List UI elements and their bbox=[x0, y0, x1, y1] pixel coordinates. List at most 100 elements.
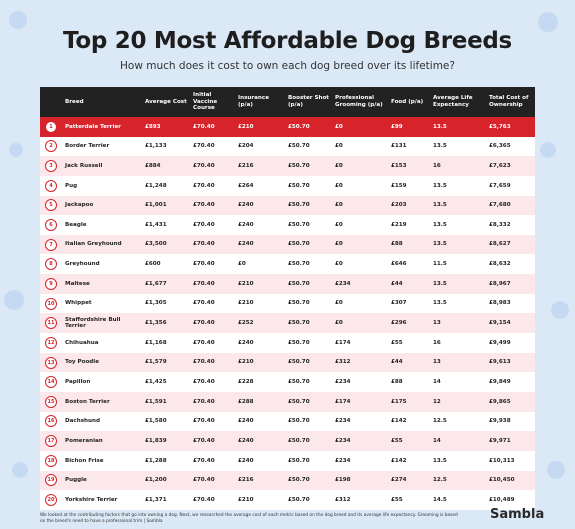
rank-badge: 1 bbox=[45, 120, 57, 133]
table-cell: 14 bbox=[430, 372, 486, 392]
rank-cell: 18 bbox=[40, 450, 62, 471]
table-cell: £307 bbox=[388, 293, 430, 314]
table-cell: £234 bbox=[332, 274, 388, 294]
table-cell: £7,680 bbox=[486, 195, 535, 216]
table-cell: £1,001 bbox=[142, 195, 190, 216]
table-cell: Dachshund bbox=[62, 411, 142, 432]
table-cell: £210 bbox=[235, 274, 285, 294]
table-cell: £0 bbox=[332, 215, 388, 235]
table-cell: £174 bbox=[332, 333, 388, 353]
table-cell: £88 bbox=[388, 234, 430, 255]
table-cell: £204 bbox=[235, 136, 285, 157]
table-cell: £240 bbox=[235, 234, 285, 255]
rank-cell: 8 bbox=[40, 254, 62, 275]
table-cell: £7,623 bbox=[486, 156, 535, 176]
table-cell: Jack Russell bbox=[62, 156, 142, 176]
table-cell: £240 bbox=[235, 431, 285, 451]
table-cell: Border Terrier bbox=[62, 136, 142, 157]
table-row: 6 Beagle £1,431 £70.40 £240 £50.70 £0 £219 13.5 £… bbox=[40, 215, 535, 235]
table-cell: 12 bbox=[430, 391, 486, 412]
table-cell: £174 bbox=[332, 391, 388, 412]
table-cell: 12.5 bbox=[430, 411, 486, 432]
table-row: 20 Yorkshire Terrier £1,371 £70.40 £210 £50.7… bbox=[40, 490, 535, 510]
table-cell: £70.40 bbox=[190, 274, 235, 294]
table-cell: £70.40 bbox=[190, 254, 235, 275]
table-cell: £50.70 bbox=[285, 293, 332, 314]
rank-cell: 13 bbox=[40, 352, 62, 373]
table-cell: £70.40 bbox=[190, 470, 235, 491]
brand: Sambla bbox=[490, 507, 545, 522]
table-cell: £50.70 bbox=[285, 254, 332, 275]
table-cell: Chihuahua bbox=[62, 333, 142, 353]
table-cell: 14 bbox=[430, 431, 486, 451]
table-cell: £8,967 bbox=[486, 274, 535, 294]
table-row: 5 Jackapoo £1,001 £70.40 £240 £50.70 £0 £203 13.… bbox=[40, 195, 535, 216]
rank-cell: 16 bbox=[40, 411, 62, 432]
column-header: Professional Grooming (p/a) bbox=[332, 87, 388, 117]
table-cell: £70.40 bbox=[190, 117, 235, 137]
rank-cell: 14 bbox=[40, 372, 62, 392]
table-cell: 13.5 bbox=[430, 117, 486, 137]
table-cell: £203 bbox=[388, 195, 430, 216]
rank-badge: 7 bbox=[45, 238, 57, 251]
table-cell: £264 bbox=[235, 175, 285, 196]
rank-badge: 20 bbox=[45, 493, 57, 506]
table-cell: £99 bbox=[388, 117, 430, 137]
table-row: 8 Greyhound £600 £70.40 £0 £50.70 £0 £646 11.5 £8… bbox=[40, 254, 535, 275]
table-cell: £70.40 bbox=[190, 293, 235, 314]
table-cell: £288 bbox=[235, 391, 285, 412]
table-cell: £50.70 bbox=[285, 333, 332, 353]
table-cell: £50.70 bbox=[285, 156, 332, 176]
table-cell: £50.70 bbox=[285, 372, 332, 392]
table-cell: £216 bbox=[235, 470, 285, 491]
rank-badge: 19 bbox=[45, 474, 57, 487]
table-row: 2 Border Terrier £1,133 £70.40 £204 £50.70 £0 £… bbox=[40, 136, 535, 157]
rank-badge: 10 bbox=[45, 297, 57, 310]
table-cell: £240 bbox=[235, 215, 285, 235]
table-cell: £210 bbox=[235, 352, 285, 373]
table-cell: £70.40 bbox=[190, 156, 235, 176]
table-cell: 13 bbox=[430, 352, 486, 373]
table-cell: Greyhound bbox=[62, 254, 142, 275]
table-cell: £198 bbox=[332, 470, 388, 491]
table-cell: £0 bbox=[332, 175, 388, 196]
table-cell: £1,677 bbox=[142, 274, 190, 294]
table-cell: £1,839 bbox=[142, 431, 190, 451]
table-cell: £175 bbox=[388, 391, 430, 412]
table-cell: £55 bbox=[388, 490, 430, 510]
table-cell: 16 bbox=[430, 333, 486, 353]
table-cell: £50.70 bbox=[285, 274, 332, 294]
table-row: 4 Pug £1,248 £70.40 £264 £50.70 £0 £159 13.5 £7,6… bbox=[40, 175, 535, 196]
rank-cell: 11 bbox=[40, 313, 62, 334]
table-cell: 13.5 bbox=[430, 215, 486, 235]
table-cell: £50.70 bbox=[285, 234, 332, 255]
table-cell: £70.40 bbox=[190, 411, 235, 432]
table-cell: £50.70 bbox=[285, 450, 332, 471]
table-cell: £1,133 bbox=[142, 136, 190, 157]
table-cell: £296 bbox=[388, 313, 430, 334]
table-cell: £8,627 bbox=[486, 234, 535, 255]
table-cell: 13.5 bbox=[430, 274, 486, 294]
table-cell: £240 bbox=[235, 333, 285, 353]
table-cell: £216 bbox=[235, 156, 285, 176]
rank-badge: 16 bbox=[45, 415, 57, 428]
table-cell: £240 bbox=[235, 450, 285, 471]
table-cell: £8,332 bbox=[486, 215, 535, 235]
cost-table: Breed Average Cost Initial Vaccine Course I… bbox=[40, 87, 535, 510]
table-cell: £131 bbox=[388, 136, 430, 157]
table-cell: £70.40 bbox=[190, 136, 235, 157]
table-cell: £0 bbox=[332, 156, 388, 176]
table-cell: £1,288 bbox=[142, 450, 190, 471]
rank-cell: 12 bbox=[40, 333, 62, 353]
table-cell: £274 bbox=[388, 470, 430, 491]
table-cell: £646 bbox=[388, 254, 430, 275]
rank-badge: 9 bbox=[45, 277, 57, 290]
table-cell: £1,371 bbox=[142, 490, 190, 510]
rank-cell: 19 bbox=[40, 470, 62, 491]
table-cell: £0 bbox=[332, 117, 388, 137]
table-cell: £210 bbox=[235, 490, 285, 510]
table-cell: £1,356 bbox=[142, 313, 190, 334]
table-cell: Patterdale Terrier bbox=[62, 117, 142, 137]
table-cell: £312 bbox=[332, 490, 388, 510]
column-header: Average Cost bbox=[142, 87, 190, 117]
